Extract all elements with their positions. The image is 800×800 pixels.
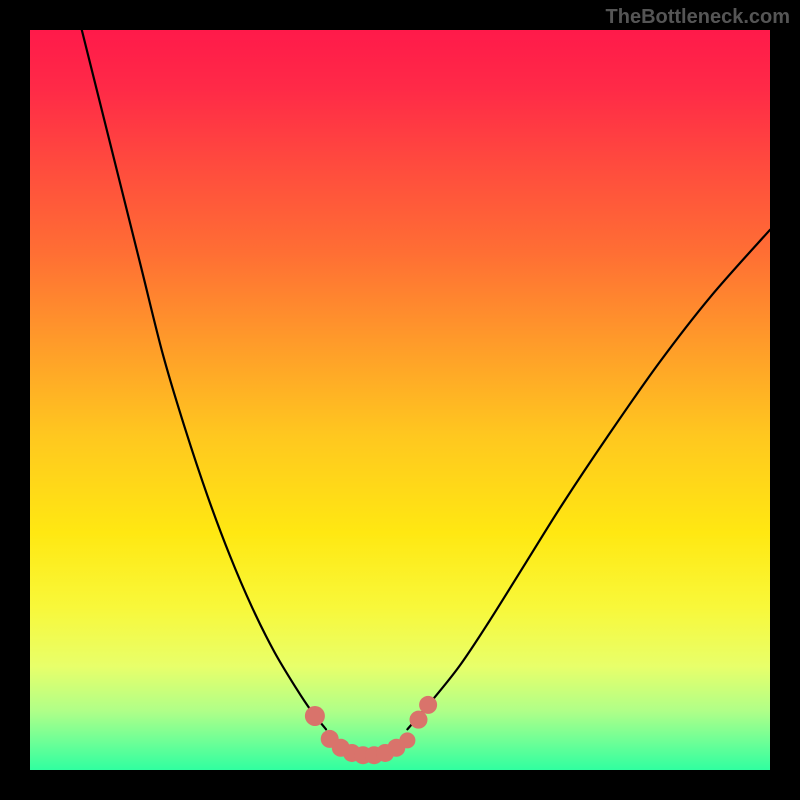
data-marker [399, 732, 415, 748]
data-marker [419, 696, 437, 714]
chart-container: TheBottleneck.com [0, 0, 800, 800]
plot-background [30, 30, 770, 770]
data-marker [305, 706, 325, 726]
data-marker [410, 711, 428, 729]
bottleneck-chart [0, 0, 800, 800]
watermark-text: TheBottleneck.com [606, 6, 790, 29]
